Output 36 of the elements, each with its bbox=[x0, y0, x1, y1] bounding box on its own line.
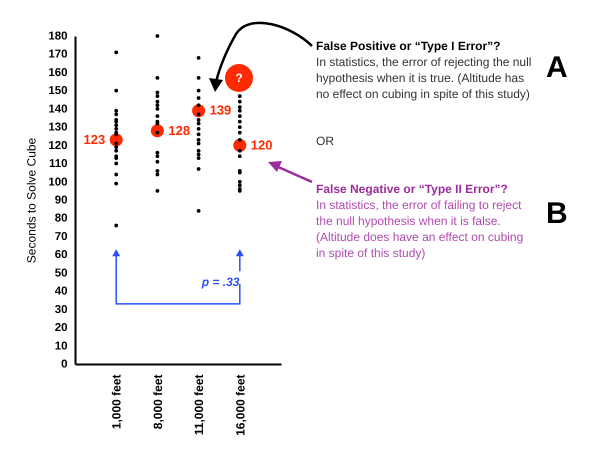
text: In statistics, the error of failing to reject the null hypothesis when it is false. (Altitude does have an effect on cubing in spite of this study) bbox=[316, 197, 524, 261]
y-tick-label: 80 bbox=[54, 212, 68, 225]
y-tick-label: 90 bbox=[54, 194, 68, 206]
y-tick-label: 120 bbox=[48, 140, 68, 152]
y-tick-label: 140 bbox=[48, 103, 68, 116]
text: A bbox=[546, 51, 569, 84]
x-tick-label: 11,000 feet bbox=[192, 374, 206, 436]
x-tick-label: 8,000 feet bbox=[150, 374, 165, 430]
data-label: 120 bbox=[250, 137, 273, 152]
y-tick-label: 110 bbox=[48, 158, 68, 170]
y-tick-label: 20 bbox=[54, 322, 68, 334]
y-tick-label: 130 bbox=[48, 122, 68, 134]
data-label: 139 bbox=[210, 102, 232, 118]
y-tick-label: 0 bbox=[61, 358, 68, 370]
annotation: p = .33 bbox=[202, 274, 240, 290]
text: False Positive or “Type I Error”? bbox=[316, 39, 500, 53]
data-label: 128 bbox=[168, 122, 190, 138]
y-tick-label: 160 bbox=[48, 66, 68, 79]
y-tick-label: 150 bbox=[48, 85, 68, 98]
y-tick-label: 100 bbox=[48, 176, 68, 188]
x-tick-label: 1,000 feet bbox=[110, 374, 124, 430]
x-tick-label: 16,000 feet bbox=[233, 374, 248, 436]
text: False Negative or “Type II Error”? bbox=[316, 181, 509, 197]
y-tick-label: 10 bbox=[54, 340, 68, 352]
text: B bbox=[546, 197, 569, 230]
text: In statistics, the error of rejecting the null hypothesis when it is true. (Altitude has no effect on cubing in spite of this study) bbox=[316, 54, 532, 102]
y-tick-label: 50 bbox=[54, 267, 68, 280]
y-axis-title: Seconds to Solve Cube bbox=[24, 137, 38, 264]
y-tick-label: 180 bbox=[48, 30, 68, 42]
y-tick-label: 70 bbox=[54, 230, 68, 243]
data-label: 123 bbox=[83, 132, 106, 147]
y-tick-label: 30 bbox=[54, 304, 68, 316]
text: OR bbox=[316, 133, 335, 149]
y-tick-label: 40 bbox=[54, 286, 68, 298]
y-tick-label: 170 bbox=[48, 48, 68, 61]
y-tick-label: 60 bbox=[54, 249, 68, 262]
